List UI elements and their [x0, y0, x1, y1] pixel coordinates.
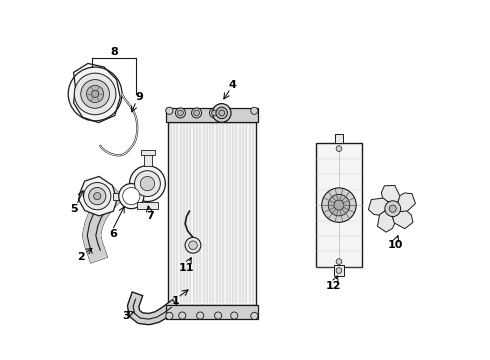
- Circle shape: [334, 200, 344, 210]
- Circle shape: [194, 110, 199, 116]
- Text: 1: 1: [171, 296, 179, 306]
- Polygon shape: [78, 176, 117, 216]
- Text: 12: 12: [326, 280, 342, 291]
- Text: 4: 4: [228, 80, 236, 90]
- Circle shape: [385, 201, 401, 217]
- Circle shape: [166, 107, 173, 114]
- Circle shape: [212, 104, 231, 122]
- Circle shape: [74, 73, 116, 115]
- Circle shape: [177, 110, 183, 116]
- Text: 3: 3: [122, 311, 130, 320]
- Polygon shape: [397, 193, 416, 212]
- Circle shape: [94, 193, 101, 200]
- Bar: [334, 265, 344, 276]
- Bar: [166, 305, 258, 319]
- Text: 10: 10: [388, 239, 403, 249]
- Circle shape: [119, 184, 144, 209]
- Circle shape: [81, 80, 109, 108]
- Polygon shape: [381, 185, 400, 204]
- Circle shape: [68, 67, 122, 121]
- Circle shape: [328, 194, 350, 216]
- Bar: [137, 202, 158, 209]
- Text: 8: 8: [110, 46, 118, 57]
- Text: 7: 7: [147, 211, 154, 221]
- Circle shape: [189, 241, 197, 249]
- Circle shape: [389, 205, 396, 212]
- Text: 2: 2: [77, 252, 85, 262]
- Text: 6: 6: [109, 229, 117, 239]
- Polygon shape: [377, 210, 395, 232]
- Circle shape: [251, 107, 258, 114]
- Bar: [113, 193, 127, 200]
- Circle shape: [87, 85, 104, 103]
- Circle shape: [140, 176, 155, 191]
- Bar: [144, 152, 152, 166]
- Circle shape: [129, 166, 166, 202]
- Circle shape: [196, 312, 204, 319]
- Circle shape: [135, 171, 160, 197]
- Circle shape: [122, 188, 140, 205]
- Circle shape: [175, 108, 186, 118]
- Bar: [166, 108, 258, 122]
- Circle shape: [92, 90, 98, 98]
- Bar: [335, 134, 343, 143]
- Text: 9: 9: [135, 92, 143, 102]
- Bar: [168, 122, 256, 305]
- Circle shape: [84, 183, 111, 210]
- Circle shape: [231, 312, 238, 319]
- Polygon shape: [368, 198, 390, 215]
- Text: 11: 11: [179, 263, 195, 273]
- Circle shape: [185, 237, 201, 253]
- Circle shape: [336, 268, 342, 273]
- Circle shape: [219, 110, 224, 116]
- Circle shape: [179, 312, 186, 319]
- Polygon shape: [392, 211, 413, 229]
- Circle shape: [89, 188, 106, 205]
- Circle shape: [166, 312, 173, 319]
- Circle shape: [216, 107, 227, 119]
- Circle shape: [192, 108, 201, 118]
- Circle shape: [336, 259, 342, 265]
- Bar: [141, 149, 155, 155]
- Circle shape: [215, 312, 221, 319]
- Bar: [316, 143, 362, 267]
- Circle shape: [212, 110, 218, 116]
- Text: 5: 5: [71, 204, 78, 214]
- Circle shape: [251, 312, 258, 319]
- Circle shape: [210, 108, 220, 118]
- Circle shape: [322, 188, 356, 222]
- Circle shape: [336, 146, 342, 152]
